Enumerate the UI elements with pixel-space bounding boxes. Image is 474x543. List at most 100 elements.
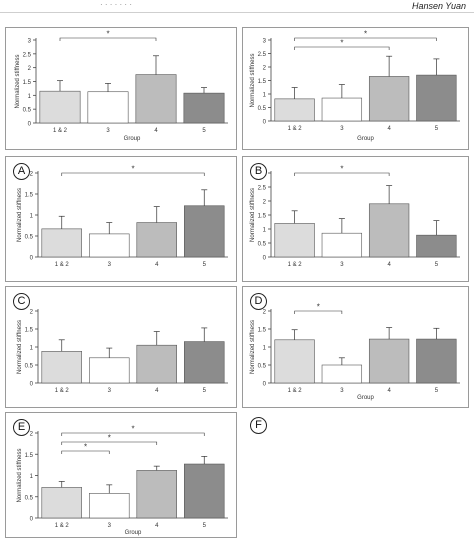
x-tick-label: 3: [108, 523, 112, 529]
panel-badge-e: E: [13, 419, 30, 436]
header-rule: [0, 12, 474, 13]
x-tick-label: 5: [435, 388, 439, 394]
significance-star: *: [364, 30, 367, 39]
y-tick-label: 2: [263, 310, 267, 316]
bar-group-2: [89, 493, 130, 519]
x-tick-label: 4: [154, 128, 158, 134]
bar-group-1: [274, 223, 315, 258]
significance-star: *: [340, 165, 343, 174]
y-tick-label: 1.5: [23, 80, 32, 86]
x-tick-label: 3: [108, 388, 112, 394]
y-tick-label: 1.5: [258, 79, 267, 85]
y-axis-label: Normalized stiffness: [17, 188, 23, 242]
bar-group-2: [89, 357, 130, 384]
y-tick-label: 0.5: [258, 106, 267, 112]
y-axis-label: Normalized stiffness: [17, 449, 23, 503]
significance-bracket: [61, 441, 158, 445]
y-tick-label: 2: [263, 66, 267, 72]
y-tick-label: 1: [263, 93, 267, 99]
x-tick-label: 4: [387, 388, 391, 394]
significance-star: *: [340, 39, 343, 48]
x-axis-label: Group: [125, 530, 142, 536]
y-tick-label: 0.5: [25, 495, 34, 501]
significance-bracket: [294, 310, 343, 314]
chart-panel-top-left: 0 0.5 1 1.5 2 2.5 3 Normalized stiffness 1 & 2 3 4…: [5, 27, 237, 150]
bar-group-1: [274, 339, 315, 384]
y-tick-label: 2.5: [258, 186, 267, 192]
x-tick-label: 4: [387, 262, 391, 268]
y-tick-label: 0.5: [258, 242, 267, 248]
y-tick-label: 1: [263, 228, 267, 234]
y-tick-label: 0: [263, 382, 267, 388]
y-tick-label: 0.5: [23, 108, 32, 114]
x-tick-label: 1 & 2: [55, 262, 70, 268]
bar-group-1: [41, 351, 83, 384]
y-tick-label: 1: [28, 94, 32, 100]
significance-star: *: [131, 165, 134, 174]
significance-bracket: [61, 432, 205, 436]
x-tick-label: 1 & 2: [53, 128, 68, 134]
x-tick-label: 5: [203, 262, 207, 268]
bar-group-4: [416, 74, 457, 122]
significance-star: *: [131, 425, 134, 434]
panel-badge-d: D: [250, 293, 267, 310]
bar-group-3: [136, 344, 178, 384]
x-tick-label: 5: [202, 128, 206, 134]
chart-svg-c: 0 0.5 1 1.5 2 Normalized stiffness 1 & 2 3 4 5: [17, 309, 228, 394]
x-tick-label: 1 & 2: [55, 523, 70, 529]
y-tick-label: 2: [30, 310, 34, 316]
x-axis-label: Group: [357, 395, 374, 401]
panel-badge-f: F: [250, 417, 267, 434]
bar-group-4: [416, 338, 457, 384]
x-tick-label: 3: [108, 262, 112, 268]
bar-group-1: [274, 98, 315, 122]
x-tick-label: 4: [155, 262, 159, 268]
y-tick-label: 1.5: [258, 214, 267, 220]
significance-bracket: [294, 46, 390, 50]
y-tick-label: 1: [30, 346, 34, 352]
chart-svg-top-right: 0 0.5 1 1.5 2 2.5 3 Normalized stiffness 1 & 2 3 4…: [250, 30, 460, 142]
chart-panel-a: 0 0.5 1 1.5 2 Normalized stiffness 1 & 2 3 4 5 * A: [5, 156, 237, 282]
x-tick-label: 3: [106, 128, 110, 134]
panel-badge-c: C: [13, 293, 30, 310]
chart-svg-e: 0 0.5 1 1.5 2 Normalized stiffness 1 & 2 3 4 5 Gro…: [17, 425, 228, 536]
bar-group-4: [416, 234, 457, 258]
bar-group-3: [136, 470, 178, 519]
x-tick-label: 3: [340, 126, 344, 132]
chart-panel-d: 0 0.5 1 1.5 2 Normalized stiffness 1 & 2 3 4 5 Gro…: [242, 286, 469, 408]
significance-star: *: [84, 443, 87, 452]
chart-svg-top-left: 0 0.5 1 1.5 2 2.5 3 Normalized stiffness 1 & 2 3 4…: [15, 30, 228, 142]
x-tick-label: 4: [387, 126, 391, 132]
y-tick-label: 1.5: [25, 328, 34, 334]
panel-badge-b: B: [250, 163, 267, 180]
bar-group-3: [136, 222, 178, 258]
x-tick-label: 3: [340, 388, 344, 394]
bar-group-2: [89, 233, 130, 258]
y-tick-label: 0.5: [25, 364, 34, 370]
author-name: Hansen Yuan: [411, 1, 466, 11]
y-tick-label: 2: [263, 200, 267, 206]
x-tick-label: 1 & 2: [288, 262, 303, 268]
y-tick-label: 0.5: [25, 235, 34, 241]
y-tick-label: 2: [30, 172, 34, 178]
bar-group-3: [368, 203, 410, 258]
y-tick-label: 1: [30, 214, 34, 220]
chart-panel-e: 0 0.5 1 1.5 2 Normalized stiffness 1 & 2 3 4 5 Gro…: [5, 412, 237, 538]
x-tick-label: 5: [435, 262, 439, 268]
x-tick-label: 5: [203, 523, 207, 529]
significance-bracket: [61, 450, 110, 454]
y-tick-label: 1.5: [25, 453, 34, 459]
x-tick-label: 4: [155, 388, 159, 394]
y-tick-label: 1: [30, 474, 34, 480]
x-tick-label: 5: [203, 388, 207, 394]
empty-panel-f: F: [242, 412, 469, 538]
bar-group-1: [41, 228, 83, 258]
y-tick-label: 1: [263, 346, 267, 352]
y-tick-label: 2: [28, 66, 32, 72]
y-tick-label: 3: [28, 39, 32, 45]
y-tick-label: 2: [30, 432, 34, 438]
y-tick-label: 3: [263, 39, 267, 45]
y-tick-label: 1.5: [258, 328, 267, 334]
x-tick-label: 1 & 2: [288, 126, 303, 132]
